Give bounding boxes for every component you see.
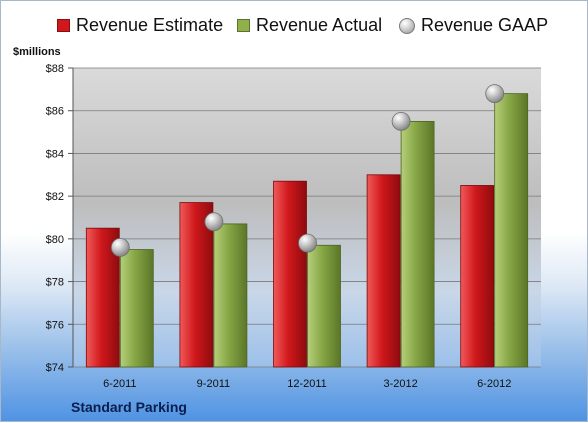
bar-revenue-actual [494, 93, 529, 368]
y-tick-label: $86 [46, 106, 64, 118]
marker-revenue-gaap [485, 84, 505, 104]
legend-swatch-estimate [57, 19, 70, 32]
bar-revenue-actual [213, 223, 248, 368]
legend-swatch-actual [237, 19, 250, 32]
legend-label-gaap: Revenue GAAP [421, 15, 549, 35]
y-tick-label: $74 [46, 362, 64, 374]
y-tick-label: $88 [46, 63, 64, 75]
x-tick-label: 3-2012 [383, 378, 417, 390]
y-tick-label: $82 [46, 191, 64, 203]
marker-revenue-gaap [391, 111, 411, 131]
legend-swatch-gaap [399, 17, 415, 34]
legend-item-revenue-actual: Revenue Actual [237, 15, 382, 36]
x-tick-label: 9-2011 [197, 378, 230, 390]
legend: Revenue Estimate Revenue Actual Revenue … [1, 15, 588, 43]
bar-revenue-estimate [460, 185, 495, 368]
y-tick-labels: $74 $76 $78 $80 $82 $84 $86 $88 [46, 63, 64, 374]
legend-label-actual: Revenue Actual [256, 15, 383, 35]
bar-revenue-actual [400, 120, 435, 368]
bar-revenue-estimate [273, 180, 307, 368]
marker-revenue-gaap [204, 212, 224, 232]
x-tick-label: 12-2011 [287, 378, 327, 390]
bar-revenue-actual [307, 244, 341, 368]
bar-revenue-actual [119, 249, 154, 368]
y-tick-label: $78 [46, 277, 64, 289]
y-tick-label: $84 [46, 148, 64, 160]
legend-item-revenue-gaap: Revenue GAAP [399, 15, 548, 36]
company-name: Standard Parking [71, 399, 187, 415]
gaap-markers [110, 84, 505, 257]
legend-label-estimate: Revenue Estimate [76, 15, 224, 35]
bar-revenue-estimate [366, 174, 401, 368]
y-tick-label: $76 [46, 319, 64, 331]
marker-revenue-gaap [110, 237, 130, 257]
x-tick-label: 6-2012 [477, 378, 511, 390]
bar-revenue-estimate [179, 202, 214, 368]
y-tick-label: $80 [46, 234, 64, 246]
x-tick-label: 6-2011 [103, 378, 136, 390]
marker-revenue-gaap [298, 233, 317, 253]
legend-item-revenue-estimate: Revenue Estimate [57, 15, 223, 36]
x-tick-labels: 6-2011 9-2011 12-2011 3-2012 6-2012 [103, 378, 511, 390]
y-axis-unit-label: $millions [13, 46, 61, 58]
